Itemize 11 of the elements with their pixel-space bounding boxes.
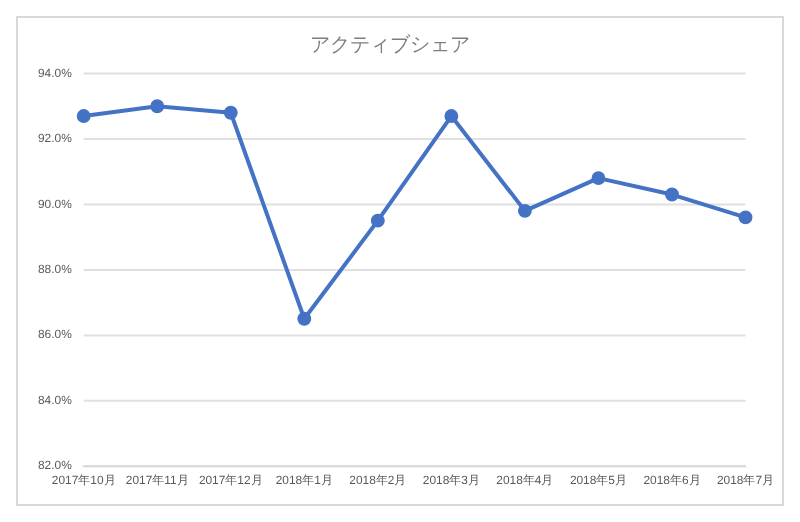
point (76, 109, 91, 123)
point (665, 187, 679, 202)
point (444, 109, 459, 123)
point (297, 311, 312, 326)
point (150, 99, 165, 114)
point (517, 203, 532, 218)
point (591, 171, 606, 186)
chart-title: アクティブシェア (309, 33, 471, 58)
point (223, 105, 238, 120)
point (370, 213, 385, 228)
point (738, 210, 753, 225)
